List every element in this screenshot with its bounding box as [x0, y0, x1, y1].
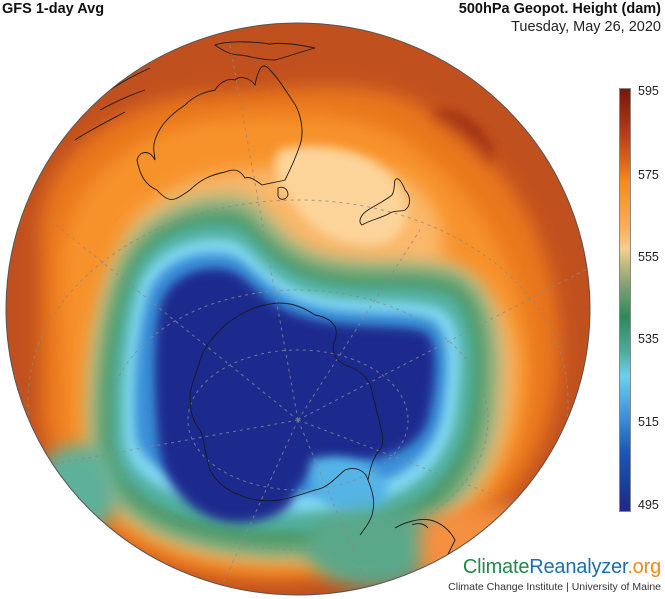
colorbar-tick-595: 595 [638, 84, 659, 98]
colorbar-tick-535: 535 [638, 332, 659, 346]
variable-header: 500hPa Geopot. Height (dam) Tuesday, May… [459, 1, 661, 36]
globe-outline [5, 22, 591, 596]
globe-map [5, 22, 591, 596]
tasmania-coast [277, 186, 289, 200]
colorbar-tick-575: 575 [638, 168, 659, 182]
colorbar-tick-555: 555 [638, 250, 659, 264]
climate-reanalyzer-logo[interactable]: ClimateReanalyzer.org Climate Change Ins… [448, 556, 661, 593]
new-guinea-coast [214, 41, 316, 61]
date-label: Tuesday, May 26, 2020 [511, 19, 661, 35]
colorbar-tick-515: 515 [638, 415, 659, 429]
height-field [6, 23, 590, 595]
brand-subtitle: Climate Change Institute | University of… [448, 581, 661, 593]
variable-title: 500hPa Geopot. Height (dam) [458, 1, 661, 17]
antarctica-coast [189, 302, 384, 502]
colorbar-tick-495: 495 [638, 498, 659, 512]
indonesia-coast [74, 37, 183, 141]
brand-wordmark: ClimateReanalyzer.org [462, 556, 661, 578]
model-title: GFS 1-day Avg [2, 1, 105, 17]
madagascar-coast [27, 478, 51, 537]
new-zealand-coast [359, 178, 410, 226]
australia-coast [136, 65, 303, 200]
colorbar [619, 88, 631, 512]
antarctic-peninsula-coast [359, 479, 375, 536]
